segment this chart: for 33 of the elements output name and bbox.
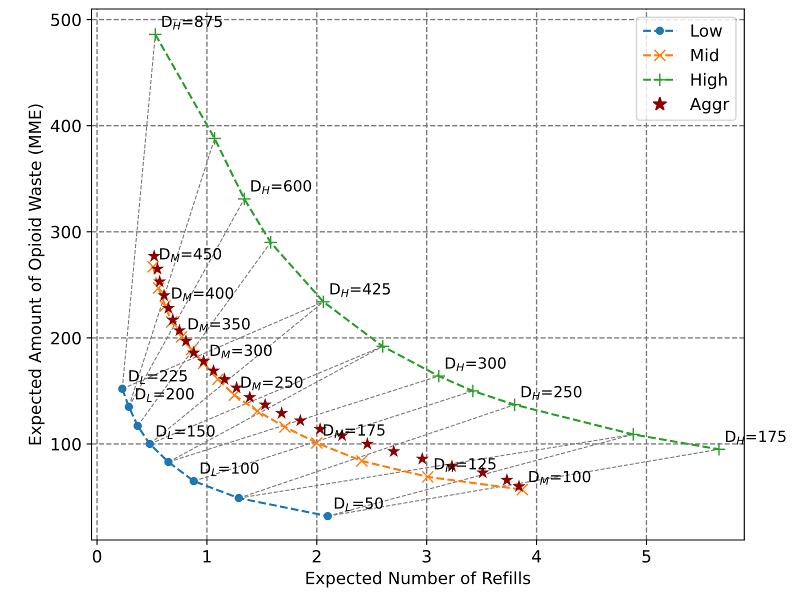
annotation: D$_{M}$=350 <box>188 318 250 332</box>
annotation: D$_{M}$=400 <box>172 287 234 302</box>
legend-label: Low <box>691 24 722 37</box>
y-tick-label: 200 <box>51 332 81 344</box>
legend-label: Aggr <box>690 98 730 114</box>
annotation: D$_{H}$=250 <box>522 386 582 400</box>
y-tick-label: 300 <box>51 226 81 238</box>
y-tick-label: 400 <box>50 120 81 132</box>
annotation: D$_{L}$=200 <box>136 388 194 402</box>
x-tick-label: 0 <box>92 550 102 563</box>
annotation: D$_{L}$=150 <box>156 425 215 440</box>
annotation: D$_{H}$=425 <box>330 283 390 297</box>
x-tick-label: 4 <box>532 550 541 562</box>
x-tick-label: 2 <box>312 550 320 562</box>
annotation: D$_{M}$=450 <box>160 248 222 262</box>
annotation: D$_{L}$=100 <box>200 462 259 476</box>
x-tick-label: 3 <box>422 550 431 563</box>
x-tick-label: 1 <box>203 550 211 562</box>
y-tick-label: 500 <box>51 14 81 26</box>
annotation: D$_{L}$=50 <box>334 497 383 512</box>
x-axis-title: Expected Number of Refills <box>306 571 530 588</box>
y-axis-title: Expected Amount of Opioid Waste (MME) <box>28 104 44 444</box>
annotation: D$_{M}$=100 <box>529 470 590 485</box>
legend-label: Mid <box>691 48 718 62</box>
x-tick-label: 5 <box>642 550 650 563</box>
annotation: D$_{H}$=875 <box>162 16 222 30</box>
legend-label: High <box>691 72 727 90</box>
annotation: D$_{H}$=600 <box>251 180 312 194</box>
annotation: D$_{H}$=300 <box>446 357 506 372</box>
y-tick-label: 100 <box>52 438 81 451</box>
annotation: D$_{M}$=300 <box>210 344 272 358</box>
annotation: D$_{L}$=225 <box>129 370 187 384</box>
annotation: D$_{M}$=250 <box>241 376 302 390</box>
